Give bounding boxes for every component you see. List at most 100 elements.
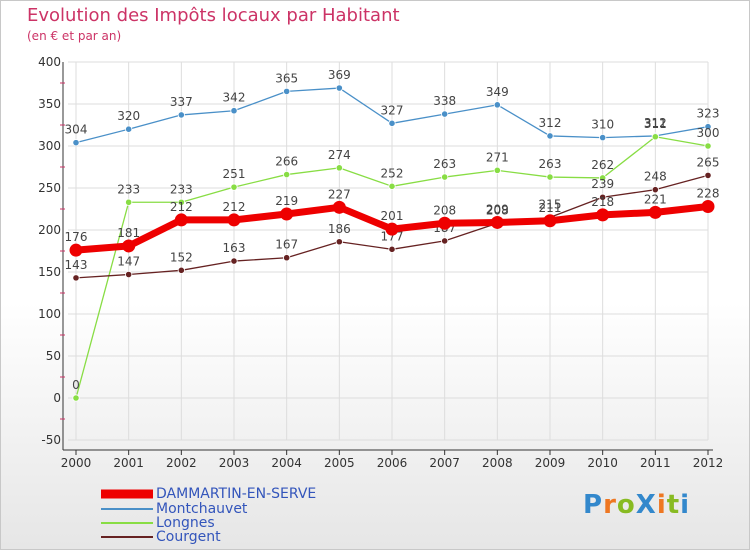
x-tick-label: 2002 [166,456,197,470]
data-label-montchauvet: 337 [170,95,193,109]
data-point-courgent [125,270,133,279]
logo-letter: t [666,490,681,520]
data-label-longnes: 0 [72,378,80,392]
data-label-longnes: 233 [170,182,193,196]
data-label-courgent: 152 [170,250,193,264]
data-label-dammartin-en-serve: 227 [328,187,351,201]
data-label-dammartin-en-serve: 219 [275,194,298,208]
data-point-montchauvet [335,84,343,92]
data-point-longnes [651,133,659,141]
data-point-longnes [72,394,80,402]
data-point-longnes [177,198,185,206]
data-label-montchauvet: 304 [65,123,88,137]
data-point-dammartin-en-serve [69,243,83,257]
data-point-dammartin-en-serve [122,239,136,253]
data-label-longnes: 251 [223,167,246,181]
x-tick-label: 2007 [429,456,460,470]
data-point-courgent [651,186,659,194]
data-label-montchauvet: 338 [433,94,456,108]
data-point-montchauvet [704,123,712,131]
x-tick-label: 2010 [587,456,618,470]
data-label-dammartin-en-serve: 228 [697,186,720,200]
data-label-dammartin-en-serve: 181 [117,226,140,240]
data-point-longnes [441,173,449,181]
data-label-longnes: 252 [381,166,404,180]
data-point-longnes [493,166,501,174]
data-label-montchauvet: 312 [644,116,667,130]
y-tick-label: 250 [38,181,61,195]
logo-letter: i [680,490,691,520]
data-label-montchauvet: 312 [539,116,562,130]
x-tick-label: 2003 [219,456,250,470]
data-label-longnes: 274 [328,148,351,162]
data-point-dammartin-en-serve [596,208,610,222]
legend-label-longnes: Longnes [156,515,215,531]
data-label-dammartin-en-serve: 221 [644,192,667,206]
chart-title: Evolution des Impôts locaux par Habitant [27,5,400,26]
data-point-montchauvet [283,87,291,96]
y-tick-label: -50 [41,433,61,447]
data-label-montchauvet: 342 [223,91,246,105]
data-point-montchauvet [125,125,133,133]
data-label-longnes: 233 [117,182,140,196]
x-tick-label: 2008 [482,456,513,470]
data-label-courgent: 163 [223,241,246,255]
data-point-longnes [283,170,291,179]
data-label-dammartin-en-serve: 212 [223,200,246,214]
y-tick-label: 300 [38,139,61,153]
chart-subtitle: (en € et par an) [27,29,122,43]
data-label-montchauvet: 323 [697,107,720,121]
data-point-longnes [230,183,238,191]
data-label-montchauvet: 320 [117,109,140,123]
data-point-montchauvet [493,101,501,109]
data-point-dammartin-en-serve [438,216,452,230]
data-point-montchauvet [546,132,554,140]
data-label-courgent: 208 [486,203,509,217]
data-label-courgent: 143 [65,258,88,272]
data-point-courgent [441,237,449,245]
data-point-montchauvet [441,110,449,118]
y-tick-label: 150 [38,265,61,279]
x-tick-label: 2012 [693,456,724,470]
data-label-montchauvet: 327 [381,103,404,117]
logo-letter: X [635,490,657,520]
data-label-longnes: 271 [486,150,509,164]
data-point-longnes [388,182,396,190]
data-label-courgent: 186 [328,222,351,236]
data-point-montchauvet [177,111,185,119]
data-label-montchauvet: 310 [591,118,614,132]
logo-letter: P [583,490,604,520]
logo-letter: r [603,490,617,520]
data-point-dammartin-en-serve [490,215,504,229]
data-point-courgent [230,257,238,265]
data-label-courgent: 248 [644,170,667,184]
data-point-courgent [704,171,712,179]
proxiti-logo: ProXiti [583,490,690,520]
data-label-courgent: 167 [275,238,298,252]
logo-letter: o [616,490,636,520]
data-point-longnes [125,198,133,206]
data-label-longnes: 262 [591,158,614,172]
data-point-montchauvet [230,107,238,115]
data-label-courgent: 265 [697,155,720,169]
data-label-longnes: 266 [275,155,298,169]
data-point-courgent [283,254,291,262]
x-tick-label: 2005 [324,456,355,470]
data-point-courgent [72,274,80,282]
data-label-courgent: 239 [591,177,614,191]
data-point-courgent [388,245,396,253]
x-tick-label: 2009 [535,456,566,470]
data-point-longnes [704,142,712,150]
data-label-dammartin-en-serve: 209 [486,202,509,216]
y-tick-label: 100 [38,307,61,321]
legend-label-courgent: Courgent [156,529,221,545]
x-tick-label: 2011 [640,456,671,470]
x-tick-label: 2000 [61,456,92,470]
logo-letter: i [656,490,667,520]
y-tick-label: 400 [38,55,61,69]
data-point-dammartin-en-serve [227,213,241,227]
data-point-courgent [335,238,343,246]
data-label-dammartin-en-serve: 211 [539,201,562,215]
data-point-montchauvet [599,134,607,142]
